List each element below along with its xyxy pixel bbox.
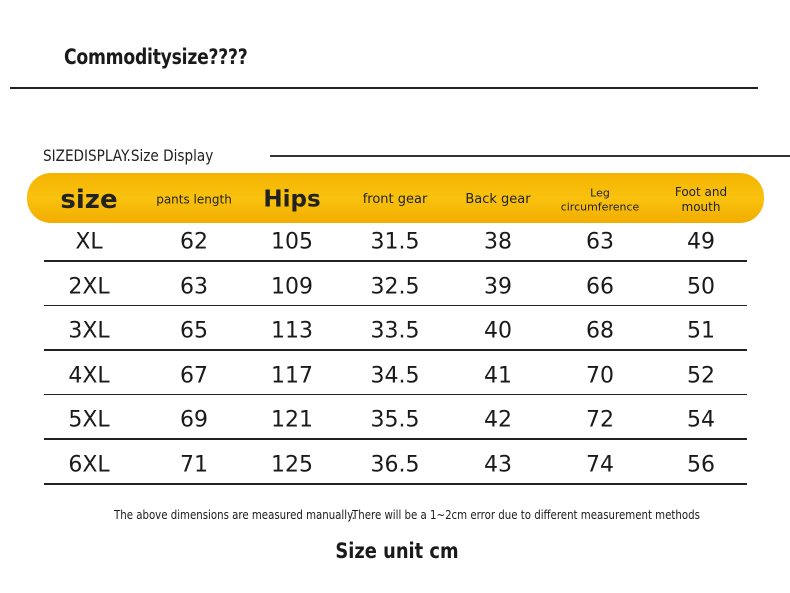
table-cell: 42 xyxy=(484,407,512,433)
table-cell: 40 xyxy=(484,318,512,344)
table-cell: 50 xyxy=(687,274,715,300)
column-header: Leg circumference xyxy=(560,186,640,213)
section-title: SIZEDISPLAY.Size Display xyxy=(43,146,214,165)
column-header: Foot and mouth xyxy=(674,185,728,214)
table-cell: 33.5 xyxy=(370,318,420,344)
table-cell: 71 xyxy=(180,452,208,478)
table-cell: 74 xyxy=(586,452,614,478)
page-title: Commoditysize???? xyxy=(64,45,248,69)
table-cell: 49 xyxy=(687,229,715,255)
row-separator xyxy=(44,483,747,485)
table-cell: 3XL xyxy=(68,318,110,344)
table-cell: 36.5 xyxy=(370,452,420,478)
table-cell: 66 xyxy=(586,274,614,300)
table-cell: 65 xyxy=(180,318,208,344)
table-cell: 35.5 xyxy=(370,407,420,433)
table-cell: 31.5 xyxy=(370,229,420,255)
table-cell: 54 xyxy=(687,407,715,433)
table-cell: 70 xyxy=(586,363,614,389)
row-separator xyxy=(44,260,747,262)
divider xyxy=(270,155,790,157)
table-cell: 56 xyxy=(687,452,715,478)
table-cell: 5XL xyxy=(68,407,110,433)
table-cell: 2XL xyxy=(68,274,110,300)
table-cell: 63 xyxy=(180,274,208,300)
table-cell: 67 xyxy=(180,363,208,389)
table-cell: 43 xyxy=(484,452,512,478)
column-header: front gear xyxy=(362,191,428,207)
table-cell: 117 xyxy=(271,363,313,389)
table-cell: 113 xyxy=(271,318,313,344)
table-cell: 125 xyxy=(271,452,313,478)
column-header: Back gear xyxy=(465,191,531,207)
table-cell: XL xyxy=(75,229,103,255)
unit-label: Size unit cm xyxy=(335,539,459,563)
table-cell: 51 xyxy=(687,318,715,344)
row-separator xyxy=(44,438,747,440)
table-cell: 69 xyxy=(180,407,208,433)
note: The above dimensions are measured manual… xyxy=(114,508,355,522)
table-cell: 6XL xyxy=(68,452,110,478)
table-cell: 32.5 xyxy=(370,274,420,300)
note: There will be a 1~2cm error due to diffe… xyxy=(352,508,700,522)
table-cell: 39 xyxy=(484,274,512,300)
table-cell: 62 xyxy=(180,229,208,255)
table-cell: 41 xyxy=(484,363,512,389)
header-band xyxy=(27,173,764,223)
table-cell: 34.5 xyxy=(370,363,420,389)
row-separator xyxy=(44,349,747,351)
table-cell: 121 xyxy=(271,407,313,433)
column-header: size xyxy=(60,184,118,215)
table-cell: 72 xyxy=(586,407,614,433)
column-header: Hips xyxy=(263,186,321,213)
row-separator xyxy=(44,393,747,396)
column-header: pants length xyxy=(156,192,232,207)
table-cell: 68 xyxy=(586,318,614,344)
table-cell: 105 xyxy=(271,229,313,255)
table-cell: 4XL xyxy=(68,363,110,389)
table-cell: 52 xyxy=(687,363,715,389)
table-cell: 63 xyxy=(586,229,614,255)
divider xyxy=(10,87,758,89)
row-separator xyxy=(44,304,747,307)
table-cell: 38 xyxy=(484,229,512,255)
table-cell: 109 xyxy=(271,274,313,300)
